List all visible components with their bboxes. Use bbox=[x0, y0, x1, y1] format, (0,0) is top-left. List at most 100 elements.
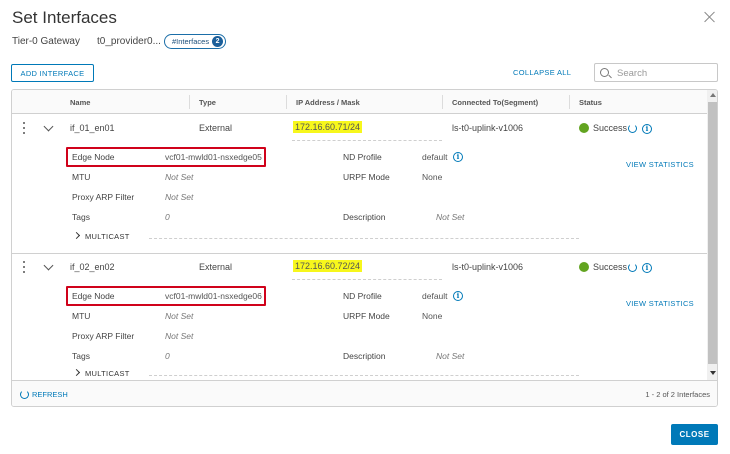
annotation-highlight-box bbox=[66, 147, 266, 167]
mtu-label: MTU bbox=[72, 172, 91, 182]
mtu-label: MTU bbox=[72, 311, 91, 321]
dialog-title: Set Interfaces bbox=[12, 8, 117, 27]
mtu-value: Not Set bbox=[165, 311, 194, 321]
refresh-status-icon[interactable] bbox=[628, 124, 637, 133]
annotation-highlight-box bbox=[66, 286, 266, 306]
status-success-icon bbox=[579, 123, 589, 133]
multicast-toggle[interactable]: MULTICAST bbox=[72, 231, 130, 241]
urpf-label: URPF Mode bbox=[343, 311, 390, 321]
status-text: Success bbox=[593, 123, 628, 133]
nd-profile-label: ND Profile bbox=[343, 152, 382, 162]
info-icon[interactable]: i bbox=[642, 263, 652, 273]
edge-node-value: vcf01-mwld01-nsxedge05 bbox=[165, 152, 262, 162]
pagination-count: 1 - 2 of 2 Interfaces bbox=[645, 390, 710, 399]
search-input[interactable] bbox=[615, 66, 713, 80]
column-header-type[interactable]: Type bbox=[199, 98, 216, 107]
chevron-down-icon[interactable] bbox=[43, 121, 54, 132]
scrollbar-thumb[interactable] bbox=[708, 102, 717, 364]
proxy-arp-value: Not Set bbox=[165, 192, 194, 202]
info-icon[interactable]: i bbox=[453, 291, 463, 301]
edge-node-label: Edge Node bbox=[72, 152, 115, 162]
interfaces-pill-label: #Interfaces bbox=[172, 37, 210, 46]
refresh-icon bbox=[20, 390, 29, 399]
gateway-label: Tier-0 Gateway bbox=[12, 36, 80, 47]
refresh-label: REFRESH bbox=[32, 390, 68, 399]
grid-header: Name Type IP Address / Mask Connected To… bbox=[12, 90, 707, 114]
scroll-up-arrow-icon[interactable] bbox=[710, 93, 716, 97]
tags-label: Tags bbox=[72, 351, 90, 361]
row-actions-icon[interactable] bbox=[22, 122, 26, 134]
close-button[interactable]: CLOSE bbox=[671, 424, 718, 445]
interface-segment: ls-t0-uplink-v1006 bbox=[452, 262, 524, 272]
add-interface-button[interactable]: ADD INTERFACE bbox=[11, 64, 94, 82]
nd-profile-value: default bbox=[422, 152, 448, 162]
proxy-arp-value: Not Set bbox=[165, 331, 194, 341]
column-header-ip[interactable]: IP Address / Mask bbox=[296, 98, 360, 107]
interface-ip: 172.16.60.71/24 bbox=[293, 121, 363, 133]
view-statistics-link[interactable]: VIEW STATISTICS bbox=[626, 299, 694, 308]
collapse-all-link[interactable]: COLLAPSE ALL bbox=[513, 68, 572, 77]
info-icon[interactable]: i bbox=[453, 152, 463, 162]
proxy-arp-label: Proxy ARP Filter bbox=[72, 192, 135, 202]
row-main-line: if_01_en01 External 172.16.60.71/24 ls-t… bbox=[12, 114, 707, 141]
nd-profile-label: ND Profile bbox=[343, 291, 382, 301]
mtu-value: Not Set bbox=[165, 172, 194, 182]
multicast-label: MULTICAST bbox=[85, 232, 130, 241]
divider bbox=[292, 279, 442, 280]
column-header-name[interactable]: Name bbox=[70, 98, 91, 107]
description-value: Not Set bbox=[436, 212, 465, 222]
multicast-label: MULTICAST bbox=[85, 369, 130, 378]
close-icon[interactable] bbox=[702, 10, 718, 26]
column-separator bbox=[189, 95, 190, 109]
divider bbox=[292, 140, 442, 141]
column-separator bbox=[286, 95, 287, 109]
edge-node-value: vcf01-mwld01-nsxedge06 bbox=[165, 291, 262, 301]
row-main-line: if_02_en02 External 172.16.60.72/24 ls-t… bbox=[12, 253, 707, 280]
description-value: Not Set bbox=[436, 351, 465, 361]
description-label: Description bbox=[343, 351, 386, 361]
divider bbox=[12, 253, 707, 254]
table-row: if_01_en01 External 172.16.60.71/24 ls-t… bbox=[12, 114, 707, 255]
interface-type: External bbox=[199, 123, 233, 133]
grid-footer: REFRESH 1 - 2 of 2 Interfaces bbox=[12, 380, 717, 406]
vertical-scrollbar[interactable] bbox=[707, 90, 717, 380]
interface-name[interactable]: if_01_en01 bbox=[70, 123, 115, 133]
status-text: Success bbox=[593, 262, 628, 272]
gateway-name: t0_provider0... bbox=[97, 36, 161, 47]
table-row: if_02_en02 External 172.16.60.72/24 ls-t… bbox=[12, 253, 707, 380]
search-icon bbox=[600, 68, 609, 77]
row-actions-icon[interactable] bbox=[22, 261, 26, 273]
chevron-right-icon bbox=[72, 368, 81, 377]
search-box[interactable] bbox=[594, 63, 718, 82]
interfaces-grid: Name Type IP Address / Mask Connected To… bbox=[11, 89, 718, 407]
multicast-toggle[interactable]: MULTICAST bbox=[72, 368, 130, 378]
status-success-icon bbox=[579, 262, 589, 272]
edge-node-label: Edge Node bbox=[72, 291, 115, 301]
proxy-arp-label: Proxy ARP Filter bbox=[72, 331, 135, 341]
refresh-button[interactable]: REFRESH bbox=[20, 390, 68, 399]
interfaces-count-badge: 2 bbox=[212, 36, 224, 47]
info-icon[interactable]: i bbox=[642, 124, 652, 134]
divider bbox=[149, 375, 579, 376]
column-separator bbox=[569, 95, 570, 109]
divider bbox=[149, 238, 579, 239]
view-statistics-link[interactable]: VIEW STATISTICS bbox=[626, 160, 694, 169]
column-header-status[interactable]: Status bbox=[579, 98, 602, 107]
interfaces-count-pill[interactable]: #Interfaces 2 bbox=[164, 34, 227, 49]
urpf-value: None bbox=[422, 172, 443, 182]
tags-label: Tags bbox=[72, 212, 90, 222]
refresh-status-icon[interactable] bbox=[628, 263, 637, 272]
interface-segment: ls-t0-uplink-v1006 bbox=[452, 123, 524, 133]
interface-ip: 172.16.60.72/24 bbox=[293, 260, 363, 272]
description-label: Description bbox=[343, 212, 386, 222]
scroll-down-arrow-icon[interactable] bbox=[710, 371, 716, 375]
tags-value: 0 bbox=[165, 212, 170, 222]
chevron-down-icon[interactable] bbox=[43, 260, 54, 271]
interface-name[interactable]: if_02_en02 bbox=[70, 262, 115, 272]
interface-type: External bbox=[199, 262, 233, 272]
column-header-segment[interactable]: Connected To(Segment) bbox=[452, 98, 539, 107]
column-separator bbox=[442, 95, 443, 109]
nd-profile-value: default bbox=[422, 291, 448, 301]
urpf-label: URPF Mode bbox=[343, 172, 390, 182]
tags-value: 0 bbox=[165, 351, 170, 361]
